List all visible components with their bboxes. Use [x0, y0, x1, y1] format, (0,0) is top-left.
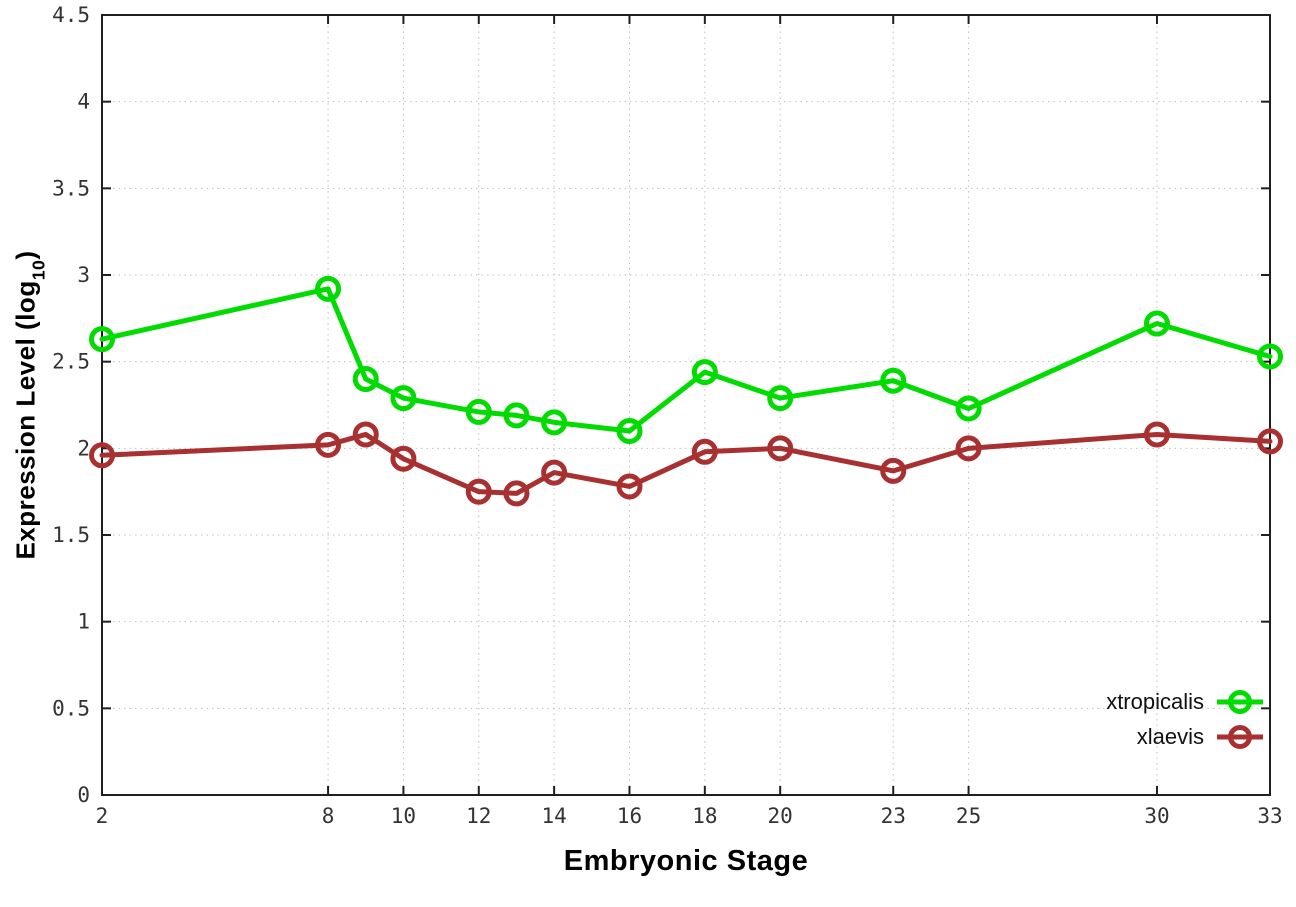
y-tick-label: 2 [77, 436, 90, 460]
y-axis-label-subscript: 10 [28, 259, 49, 281]
legend-marker-xtropicalis [1217, 689, 1263, 714]
x-tick-label: 33 [1257, 804, 1282, 828]
x-tick-label: 25 [956, 804, 981, 828]
data-point-xlaevis [89, 442, 115, 469]
legend-point-sample [1228, 724, 1252, 749]
data-point-xtropicalis [503, 402, 530, 429]
data-point-xlaevis [955, 435, 982, 462]
data-point-xtropicalis [955, 395, 982, 422]
data-point-xtropicalis [616, 418, 643, 444]
legend-label-xlaevis: xlaevis [1136, 723, 1204, 749]
data-point-xtropicalis [89, 326, 115, 353]
y-tick-label: 0 [77, 783, 90, 807]
series-line-xlaevis [99, 431, 1273, 496]
data-point-xtropicalis [465, 398, 492, 425]
x-axis-label: Embryonic Stage [563, 845, 809, 877]
data-point-xtropicalis [1143, 310, 1170, 337]
y-tick-label: 4.5 [52, 3, 90, 27]
data-point-xlaevis [767, 435, 794, 462]
data-point-xlaevis [352, 421, 379, 448]
legend-label-xtropicalis: xtropicalis [1106, 688, 1204, 714]
data-point-xtropicalis [352, 366, 379, 392]
data-point-xlaevis [1143, 421, 1170, 448]
data-point-xlaevis [503, 480, 530, 507]
x-tick-label: 23 [881, 804, 906, 828]
legend-marker-xlaevis [1217, 724, 1263, 749]
data-point-xlaevis [390, 445, 417, 472]
data-point-xlaevis [616, 473, 643, 500]
y-tick-label: 0.5 [52, 696, 90, 720]
data-point-xlaevis [465, 478, 492, 505]
data-point-xtropicalis [541, 409, 568, 436]
x-tick-label: 2 [96, 804, 109, 828]
y-axis-label-suffix: ) [10, 250, 41, 260]
x-tick-label: 30 [1144, 804, 1169, 828]
data-point-xtropicalis [1257, 343, 1283, 370]
data-point-xlaevis [880, 457, 907, 484]
y-tick-label: 1 [77, 610, 90, 634]
data-point-xlaevis [541, 459, 568, 486]
x-tick-label: 18 [692, 804, 717, 828]
data-point-xlaevis [1257, 428, 1283, 455]
legend-point-sample [1228, 689, 1252, 714]
y-axis-label-text: Expression Level (log [10, 280, 41, 560]
x-tick-label: 8 [322, 804, 335, 828]
data-point-xlaevis [691, 438, 718, 465]
x-tick-label: 10 [391, 804, 416, 828]
y-tick-label: 4 [77, 90, 90, 114]
legend-item-xlaevis: xlaevis [1137, 719, 1264, 754]
plot-border [101, 14, 1271, 796]
y-tick-label: 2.5 [52, 350, 90, 374]
y-tick-label: 3.5 [52, 176, 90, 200]
data-point-xtropicalis [691, 359, 718, 386]
x-tick-label: 20 [768, 804, 793, 828]
data-point-xtropicalis [880, 367, 907, 394]
data-point-xlaevis [315, 431, 342, 458]
series-line-xtropicalis [99, 286, 1273, 434]
x-tick-label: 16 [617, 804, 642, 828]
x-tick-label: 12 [466, 804, 491, 828]
y-axis-label: Expression Level (log10) [10, 250, 49, 560]
data-point-xtropicalis [390, 385, 417, 412]
y-tick-label: 3 [77, 263, 90, 287]
data-point-xtropicalis [767, 385, 794, 412]
legend-item-xtropicalis: xtropicalis [1106, 684, 1264, 719]
data-point-xtropicalis [315, 275, 342, 302]
y-tick-label: 1.5 [52, 523, 90, 547]
x-tick-label: 14 [541, 804, 566, 828]
chart-legend: xtropicalis xlaevis [1106, 684, 1264, 754]
